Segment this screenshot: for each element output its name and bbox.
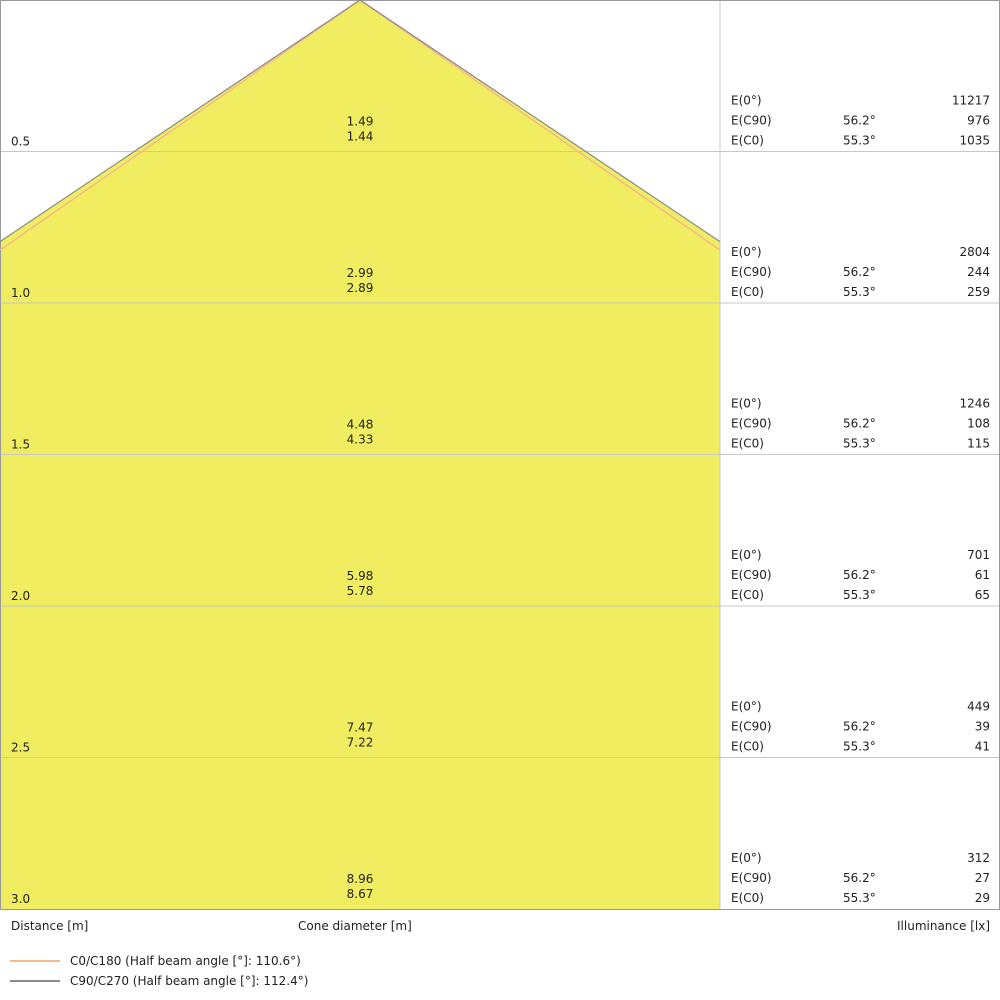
legend-label-c90: C90/C270 (Half beam angle [°]: 112.4°) (70, 974, 309, 988)
illuminance-label: E(C90) (731, 417, 772, 431)
illuminance-angle: 55.3° (843, 134, 876, 148)
legend-label-c0: C0/C180 (Half beam angle [°]: 110.6°) (70, 954, 301, 968)
illuminance-value: 1035 (959, 134, 990, 148)
illuminance-angle: 56.2° (843, 720, 876, 734)
illuminance-label: E(C0) (731, 588, 764, 602)
illuminance-angle: 56.2° (843, 265, 876, 279)
illuminance-value: 701 (967, 548, 990, 562)
illuminance-label: E(0°) (731, 700, 762, 714)
illuminance-value: 41 (975, 740, 990, 754)
illuminance-label: E(C90) (731, 265, 772, 279)
illuminance-value: 61 (975, 568, 990, 582)
illuminance-angle: 55.3° (843, 588, 876, 602)
cone-diameter-c0: 5.78 (347, 584, 374, 598)
distance-tick-label: 0.5 (11, 135, 30, 149)
illuminance-value: 244 (967, 265, 990, 279)
illuminance-angle: 56.2° (843, 417, 876, 431)
cone-diameter-c90: 8.96 (347, 872, 374, 886)
distance-tick-label: 1.5 (11, 438, 30, 452)
illuminance-angle: 55.3° (843, 285, 876, 299)
distance-axis-label: Distance [m] (11, 919, 89, 933)
illuminance-value: 976 (967, 114, 990, 128)
illuminance-angle: 56.2° (843, 114, 876, 128)
cone-diameter-c90: 5.98 (347, 569, 374, 583)
illuminance-value: 11217 (952, 94, 990, 108)
illuminance-label: E(C0) (731, 437, 764, 451)
cone-diameter-c0: 4.33 (347, 433, 374, 447)
cone-diameter-c0: 8.67 (347, 887, 374, 901)
illuminance-value: 1246 (959, 397, 990, 411)
illuminance-label: E(C90) (731, 720, 772, 734)
c90-c270-edge (0, 0, 721, 243)
illuminance-value: 65 (975, 588, 990, 602)
illuminance-label: E(0°) (731, 245, 762, 259)
illuminance-value: 449 (967, 700, 990, 714)
distance-tick-label: 2.0 (11, 589, 30, 603)
c0-c180-edge (0, 0, 721, 251)
illuminance-value: 29 (975, 891, 990, 905)
illuminance-axis-label: Illuminance [lx] (897, 919, 990, 933)
illuminance-angle: 56.2° (843, 871, 876, 885)
illuminance-label: E(0°) (731, 548, 762, 562)
illuminance-label: E(C0) (731, 285, 764, 299)
distance-tick-label: 2.5 (11, 741, 30, 755)
distance-tick-label: 3.0 (11, 892, 30, 906)
illuminance-label: E(0°) (731, 397, 762, 411)
illuminance-label: E(C0) (731, 134, 764, 148)
illuminance-label: E(0°) (731, 851, 762, 865)
cone-diameter-c90: 4.48 (347, 418, 374, 432)
cone-diameter-c0: 2.89 (347, 281, 374, 295)
illuminance-label: E(C90) (731, 114, 772, 128)
illuminance-label: E(C90) (731, 871, 772, 885)
illuminance-value: 108 (967, 417, 990, 431)
illuminance-angle: 55.3° (843, 891, 876, 905)
cone-diameter-c0: 7.22 (347, 736, 374, 750)
cone-diameter-c90: 1.49 (347, 115, 374, 129)
distance-tick-label: 1.0 (11, 286, 30, 300)
illuminance-label: E(C90) (731, 568, 772, 582)
illuminance-label: E(C0) (731, 740, 764, 754)
illuminance-label: E(C0) (731, 891, 764, 905)
cone-diameter-c90: 7.47 (347, 721, 374, 735)
illuminance-value: 115 (967, 437, 990, 451)
illuminance-angle: 55.3° (843, 437, 876, 451)
cone-diameter-axis-label: Cone diameter [m] (298, 919, 412, 933)
cone-diameter-c90: 2.99 (347, 266, 374, 280)
illuminance-value: 39 (975, 720, 990, 734)
illuminance-angle: 56.2° (843, 568, 876, 582)
legend-swatch-c90 (10, 980, 60, 982)
illuminance-value: 27 (975, 871, 990, 885)
illuminance-value: 2804 (959, 245, 990, 259)
illuminance-value: 312 (967, 851, 990, 865)
cone-diameter-c0: 1.44 (347, 130, 374, 144)
illuminance-value: 259 (967, 285, 990, 299)
illuminance-label: E(0°) (731, 94, 762, 108)
legend-swatch-c0 (10, 960, 60, 962)
illuminance-angle: 55.3° (843, 740, 876, 754)
